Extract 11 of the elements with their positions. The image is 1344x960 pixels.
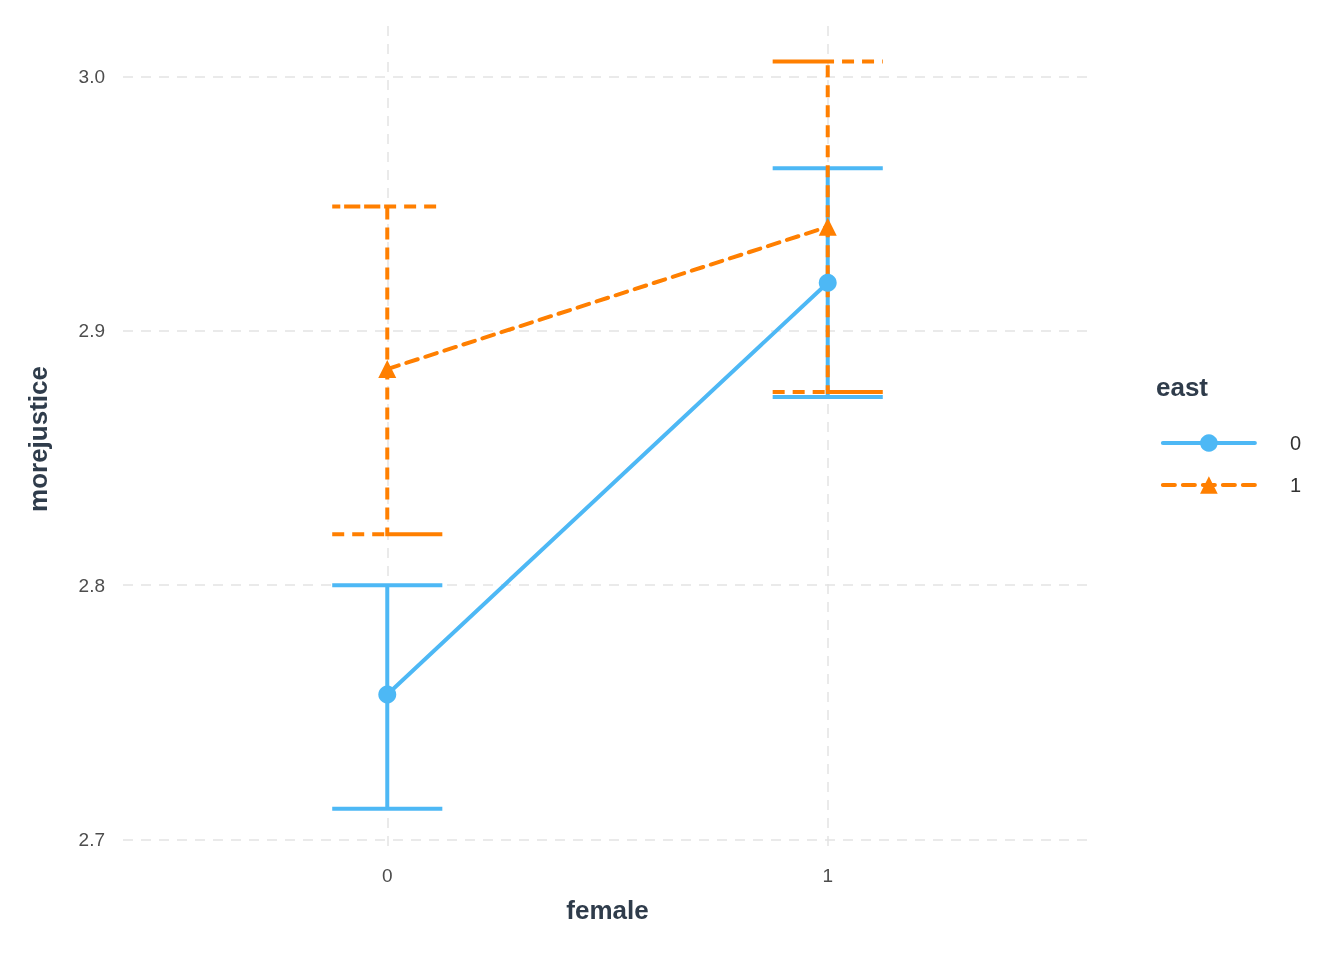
- point: [378, 685, 397, 704]
- y-tick-label: 2.7: [78, 828, 105, 850]
- y-axis-title: morejustice: [23, 366, 53, 512]
- legend-label: 0: [1289, 432, 1301, 454]
- y-tick-label: 2.8: [78, 574, 105, 596]
- x-axis-title: female: [566, 895, 649, 925]
- legend-label: 1: [1289, 474, 1301, 496]
- point: [818, 273, 837, 292]
- legend-title: east: [1155, 372, 1209, 402]
- y-tick-label: 3.0: [78, 66, 105, 88]
- y-tick-label: 2.9: [78, 320, 105, 342]
